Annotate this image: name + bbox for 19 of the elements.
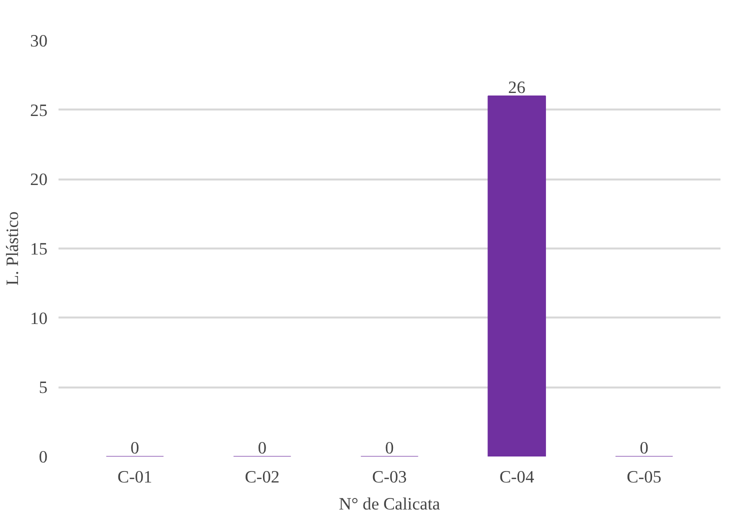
- x-tick-label: C-04: [499, 468, 534, 486]
- y-tick-label: 0: [38, 448, 48, 466]
- y-tick-label: 25: [30, 100, 48, 120]
- data-label: 26: [508, 78, 526, 97]
- y-tick-label: 20: [30, 170, 48, 190]
- y-tick-label: 5: [38, 378, 48, 398]
- y-tick-label: 15: [30, 240, 48, 258]
- x-tick-label: C-02: [244, 468, 280, 486]
- data-label: 0: [130, 438, 140, 458]
- x-tick-label: C-05: [626, 468, 662, 486]
- data-label: 0: [640, 438, 648, 458]
- x-tick-label: C-03: [372, 468, 407, 486]
- y-axis-title: L. Plástico: [3, 211, 22, 286]
- data-label: 0: [258, 438, 267, 458]
- y-tick-label: 30: [30, 32, 48, 50]
- y-tick-label: 10: [30, 308, 48, 328]
- data-label: 0: [385, 438, 394, 458]
- x-tick-label: C-01: [118, 468, 152, 486]
- x-axis-title: N° de Calicata: [338, 494, 440, 514]
